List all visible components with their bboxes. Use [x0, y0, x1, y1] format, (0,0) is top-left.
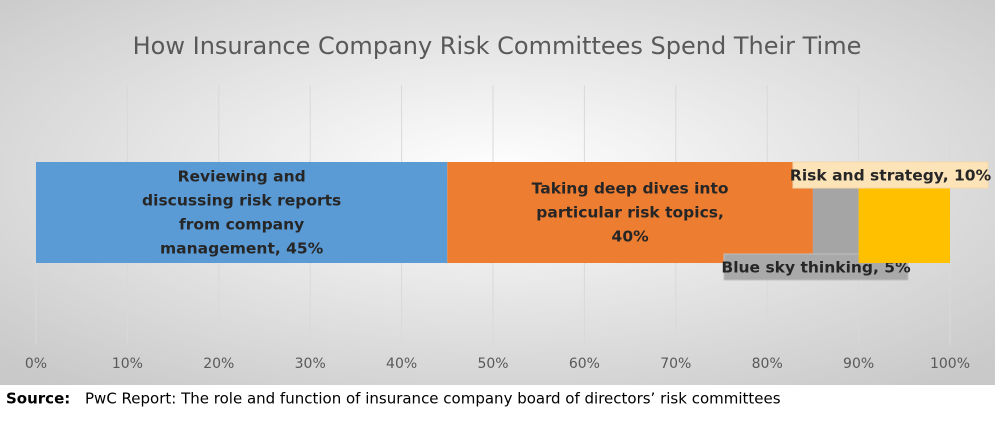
- data-label: Risk and strategy, 10%: [790, 167, 992, 185]
- x-tick-label: 40%: [386, 356, 417, 372]
- data-label: Reviewing and discussing risk reports from…: [142, 167, 341, 257]
- bar-segment: [447, 162, 813, 263]
- bar-segment: [36, 162, 448, 263]
- x-tick-label: 70%: [660, 356, 691, 372]
- x-tick-label: 0%: [25, 356, 47, 372]
- x-tick-label: 80%: [752, 356, 783, 372]
- x-tick-label: 10%: [112, 356, 143, 372]
- x-tick-label: 90%: [843, 356, 874, 372]
- data-label-box: [792, 161, 989, 189]
- chart-title: How Insurance Company Risk Committees Sp…: [133, 32, 862, 60]
- x-tick-label: 100%: [930, 356, 970, 372]
- x-tick-label: 30%: [295, 356, 326, 372]
- x-tick-label: 60%: [569, 356, 600, 372]
- source-label: Source:: [6, 390, 70, 408]
- x-tick-label: 50%: [477, 356, 508, 372]
- x-tick-label: 20%: [203, 356, 234, 372]
- data-label: Taking deep dives into particular risk to…: [532, 179, 729, 245]
- source-text: PwC Report: The role and function of ins…: [85, 390, 781, 408]
